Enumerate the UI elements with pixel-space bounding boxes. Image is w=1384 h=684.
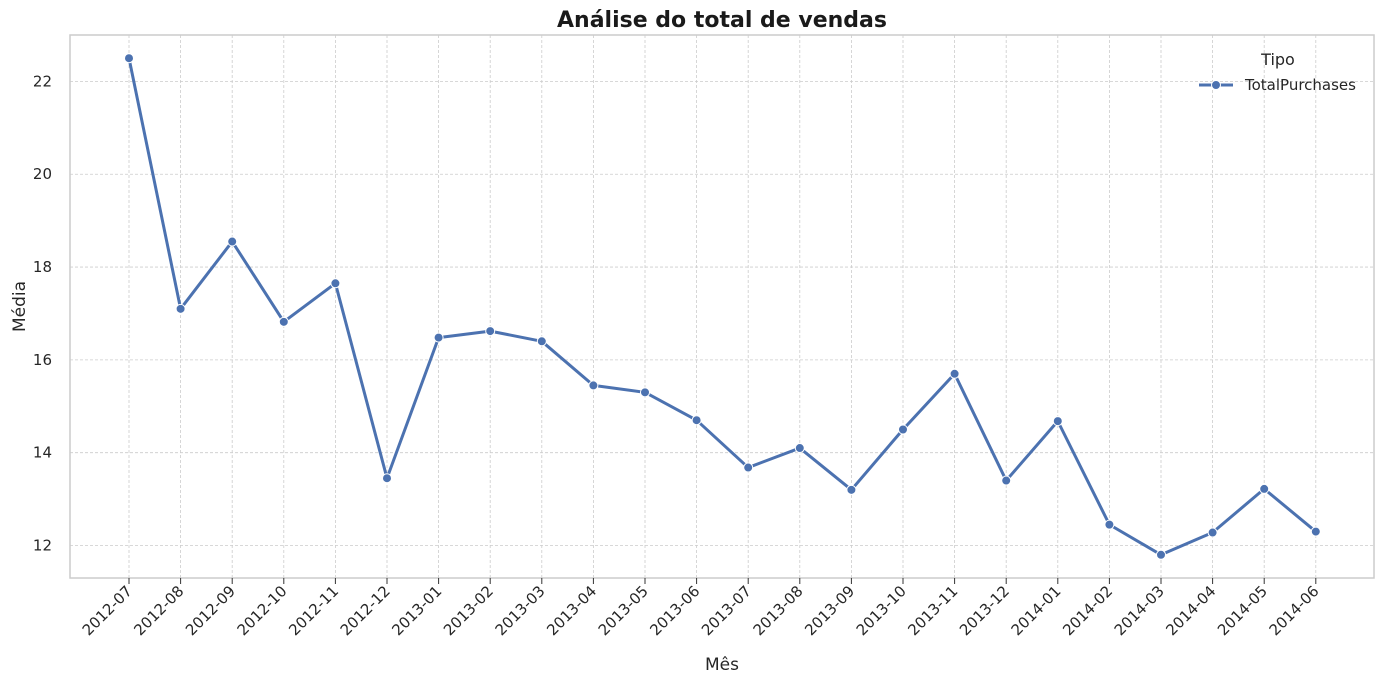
legend-title: Tipo: [1260, 50, 1295, 69]
x-tick-label: 2013-10: [853, 582, 910, 639]
data-point: [1310, 526, 1321, 537]
data-point: [227, 236, 238, 247]
series: [124, 53, 1321, 560]
x-tick-label: 2014-05: [1214, 582, 1271, 639]
data-point: [124, 53, 134, 64]
x-tick-label: 2012-10: [234, 582, 291, 639]
x-tick-label: 2013-06: [646, 582, 703, 639]
y-tick-label: 18: [33, 258, 52, 276]
y-tick-label: 20: [33, 165, 52, 183]
data-point: [691, 415, 702, 426]
x-tick-label: 2013-02: [440, 582, 497, 639]
data-point: [794, 443, 805, 454]
x-tick-label: 2013-05: [595, 582, 652, 639]
data-point: [175, 303, 186, 314]
data-point: [640, 387, 650, 398]
y-tick-label: 22: [33, 72, 52, 90]
x-tick-label: 2013-12: [956, 582, 1013, 639]
x-tick-label: 2013-01: [388, 582, 445, 639]
x-tick-label: 2014-01: [1008, 582, 1065, 639]
x-tick-label: 2013-07: [698, 582, 755, 639]
y-axis-label: Média: [10, 281, 30, 332]
data-point: [588, 380, 599, 391]
x-tick-label: 2013-11: [904, 582, 961, 639]
grid: [70, 35, 1374, 578]
x-tick-label: 2012-07: [79, 582, 136, 639]
legend: Tipo TotalPurchases: [1199, 50, 1356, 94]
data-point: [278, 316, 289, 327]
plot-frame: [69, 34, 1375, 579]
data-point: [1104, 519, 1115, 530]
x-axis: 2012-072012-082012-092012-102012-112012-…: [79, 578, 1323, 639]
data-point: [1052, 416, 1063, 427]
y-tick-label: 12: [33, 537, 52, 555]
x-tick-label: 2012-08: [130, 582, 187, 639]
x-tick-label: 2014-03: [1111, 582, 1168, 639]
data-point: [485, 326, 496, 337]
data-point: [898, 424, 908, 435]
legend-label: TotalPurchases: [1244, 76, 1356, 94]
chart-title: Análise do total de vendas: [557, 8, 887, 33]
x-tick-label: 2012-11: [285, 582, 342, 639]
series-line: [127, 56, 1318, 557]
x-tick-label: 2012-09: [182, 582, 239, 639]
data-point: [382, 473, 392, 484]
legend-point-marker: [1211, 80, 1221, 90]
data-point: [433, 332, 444, 343]
y-tick-label: 14: [33, 444, 52, 462]
x-axis-label: Mês: [705, 655, 739, 675]
data-point: [1207, 527, 1218, 538]
data-point: [743, 462, 754, 473]
x-tick-label: 2013-08: [750, 582, 807, 639]
data-point: [1001, 475, 1012, 486]
data-point: [330, 278, 341, 289]
x-tick-label: 2012-12: [337, 582, 394, 639]
data-point: [949, 368, 960, 379]
y-tick-label: 16: [33, 351, 52, 369]
data-point: [1259, 483, 1270, 494]
data-point: [1156, 549, 1166, 560]
data-point: [536, 336, 547, 347]
x-tick-label: 2014-06: [1266, 582, 1323, 639]
x-tick-label: 2014-04: [1162, 582, 1219, 639]
x-tick-label: 2013-03: [492, 582, 549, 639]
x-tick-label: 2013-09: [801, 582, 858, 639]
data-point: [846, 484, 857, 495]
y-axis: 12 14 16 18 20 22: [33, 72, 52, 554]
x-tick-label: 2014-02: [1059, 582, 1116, 639]
x-tick-label: 2013-04: [543, 582, 600, 639]
